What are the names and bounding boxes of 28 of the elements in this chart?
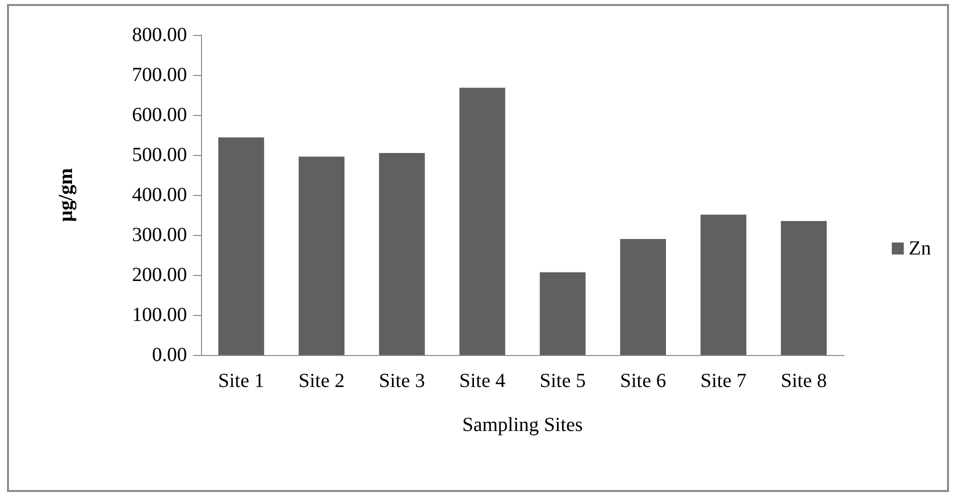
y-tick-label: 0.00 xyxy=(152,344,187,366)
legend-label: Zn xyxy=(908,238,931,260)
x-axis-title: Sampling Sites xyxy=(462,414,583,436)
bar xyxy=(218,137,264,355)
x-tick-label: Site 1 xyxy=(218,370,264,392)
y-tick-label: 500.00 xyxy=(132,144,187,166)
x-tick-label: Site 7 xyxy=(700,370,746,392)
bar xyxy=(780,221,827,355)
y-tick-label: 400.00 xyxy=(132,184,187,206)
x-tick-label: Site 3 xyxy=(378,370,425,392)
bar xyxy=(298,156,344,355)
x-tick-label: Site 5 xyxy=(540,370,586,392)
y-tick-label: 700.00 xyxy=(132,64,187,86)
y-axis-title: µg/gm xyxy=(55,168,77,222)
y-tick-label: 100.00 xyxy=(132,304,187,326)
bar xyxy=(379,153,425,355)
bar xyxy=(459,88,506,355)
x-tick-label: Site 6 xyxy=(620,370,666,392)
bar xyxy=(620,239,666,355)
x-tick-label: Site 4 xyxy=(459,370,506,392)
x-tick-label: Site 8 xyxy=(780,370,827,392)
x-tick-label: Site 2 xyxy=(298,370,345,392)
bar xyxy=(700,214,746,355)
y-tick-label: 600.00 xyxy=(132,104,187,126)
bar xyxy=(540,272,586,355)
y-tick-label: 800.00 xyxy=(132,24,187,46)
y-tick-label: 300.00 xyxy=(132,224,187,246)
y-tick-label: 200.00 xyxy=(132,264,187,286)
